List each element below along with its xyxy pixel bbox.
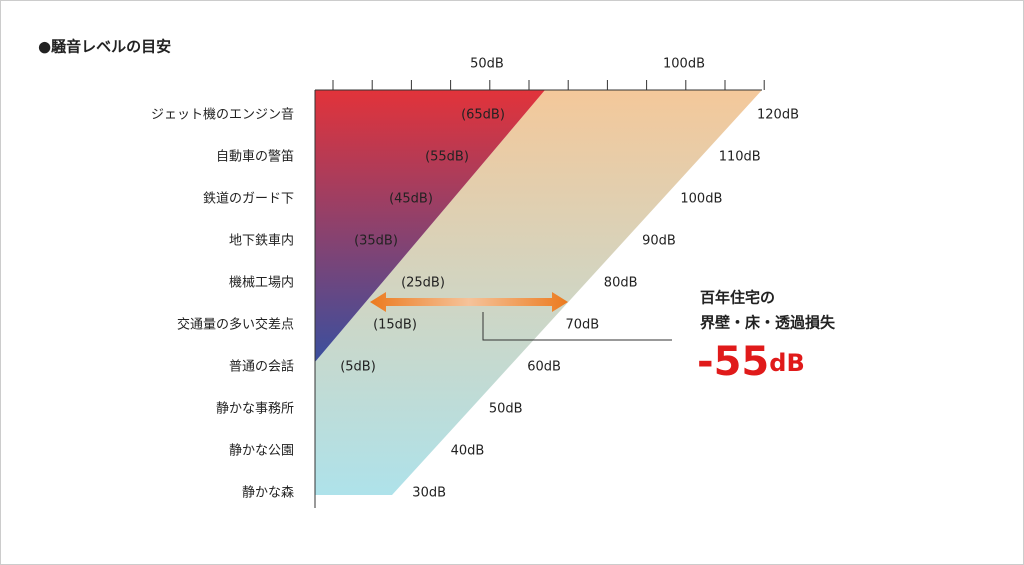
row-label: 機械工場内 [229,275,294,291]
outer-label: 80dB [604,276,638,291]
callout-line: 百年住宅の [700,289,775,307]
outer-label: 110dB [719,150,761,165]
row-label: 自動車の警笛 [216,149,294,165]
ticks [332,80,765,90]
unit: dB [769,349,804,377]
row-label: 普通の会話 [229,359,294,375]
value: -55 [697,339,769,385]
rows: ジェット機のエンジン音 120dB (65dB) 自動車の警笛 110dB (55dB) 鉄… [151,107,799,501]
inner-label: (5dB) [340,360,376,375]
row-label: 交通量の多い交差点 [177,317,294,333]
row-label: ジェット機のエンジン音 [151,107,294,123]
inner-label: (45dB) [389,192,433,207]
callout-value: -55dB [697,339,805,385]
row-label: 静かな公園 [229,444,294,459]
inner-label: (35dB) [354,234,398,249]
outer-label: 50dB [489,402,523,417]
range-band [315,90,762,495]
leader-line [482,312,672,341]
axis-label: 50dB [470,57,504,72]
outer-label: 60dB [527,360,561,375]
outer-label: 70dB [566,318,600,333]
row-label: 地下鉄車内 [229,233,294,249]
arrow [370,292,568,312]
row-label: 静かな森 [242,486,294,501]
inner-label: (65dB) [461,108,505,123]
outer-label: 40dB [451,444,485,459]
outer-label: 30dB [412,486,446,501]
outer-label: 100dB [680,192,722,207]
row-label: 静かな事務所 [216,402,294,417]
row-label: 鉄道のガード下 [203,192,294,207]
outer-label: 120dB [757,108,799,123]
inner-label: (55dB) [425,150,469,165]
callout-line: 界壁・床・透過損失 [700,314,836,332]
axis-label: 100dB [663,57,705,72]
inner-label: (25dB) [401,276,445,291]
red-band [315,90,545,362]
outer-label: 90dB [642,234,676,249]
inner-label: (15dB) [373,318,417,333]
title: ●騒音レベルの目安 [38,38,171,56]
